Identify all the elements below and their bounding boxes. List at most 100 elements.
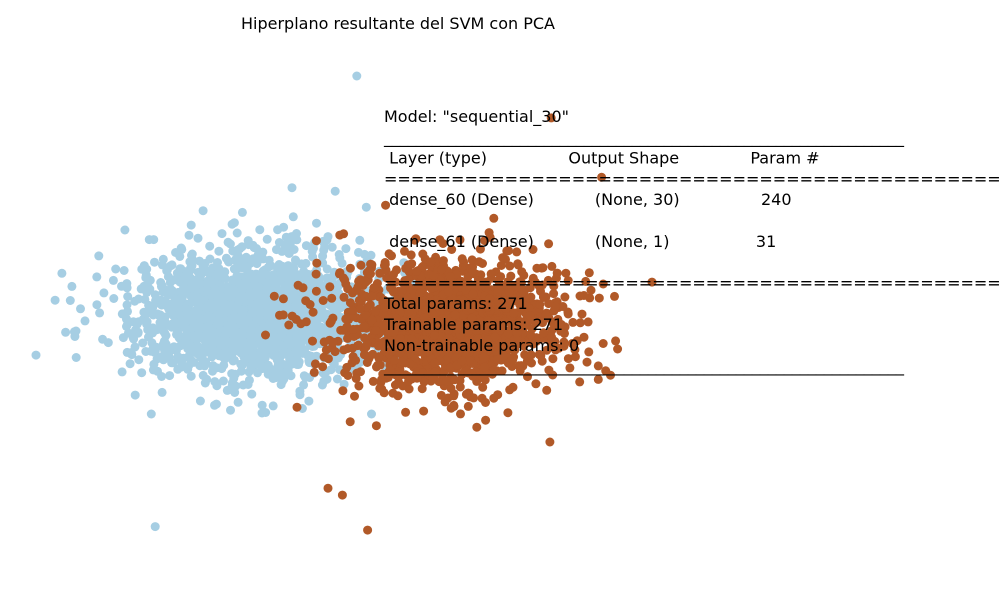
data-point [227, 319, 237, 329]
data-point [108, 275, 118, 285]
data-point [341, 244, 351, 254]
data-point [255, 225, 265, 235]
data-point [227, 369, 237, 379]
data-point [584, 347, 594, 357]
data-point [131, 325, 140, 335]
data-point [148, 328, 158, 338]
data-point [485, 232, 495, 242]
data-point [461, 285, 471, 295]
data-point [347, 306, 357, 315]
data-point [361, 202, 371, 212]
data-point [420, 318, 430, 328]
data-point [223, 237, 233, 247]
data-point [183, 312, 193, 322]
data-point [524, 303, 534, 313]
data-point [481, 342, 491, 352]
data-point [260, 323, 270, 332]
data-point [237, 242, 247, 252]
data-point [247, 308, 257, 318]
data-point [483, 316, 493, 326]
data-point [210, 289, 220, 299]
data-point [355, 304, 365, 314]
data-point [273, 225, 283, 235]
data-point [229, 355, 239, 365]
data-point [393, 391, 403, 401]
data-point [542, 385, 552, 395]
series-1 [261, 113, 657, 535]
data-point [205, 241, 215, 251]
data-point [180, 337, 190, 347]
data-point [367, 409, 376, 419]
data-point [339, 292, 349, 302]
data-point [397, 357, 407, 367]
data-point [214, 319, 224, 329]
data-point [203, 311, 213, 321]
data-point [544, 365, 554, 375]
data-point [351, 374, 361, 383]
data-point [418, 340, 428, 350]
data-point [277, 246, 287, 256]
data-point [548, 354, 558, 364]
data-point [547, 261, 557, 271]
data-point [330, 186, 340, 196]
data-point [428, 309, 438, 319]
data-point [348, 324, 358, 334]
data-point [568, 317, 578, 327]
data-point [186, 371, 196, 381]
data-point [480, 362, 490, 372]
data-point [323, 483, 333, 493]
data-point [467, 313, 477, 323]
data-point [385, 365, 395, 375]
data-point [310, 359, 320, 369]
data-point [374, 352, 384, 362]
data-point [546, 113, 556, 123]
data-point [283, 273, 293, 283]
data-point [215, 336, 224, 346]
data-point [503, 328, 513, 338]
data-point [176, 243, 186, 253]
data-point [389, 355, 399, 365]
data-point [373, 341, 383, 351]
data-point [487, 369, 497, 379]
data-point [299, 266, 309, 276]
data-point [601, 366, 611, 376]
data-point [550, 301, 560, 311]
data-point [57, 268, 67, 278]
data-point [469, 393, 479, 403]
data-point [647, 277, 657, 287]
data-point [92, 272, 102, 282]
data-point [503, 408, 513, 418]
data-point [355, 235, 365, 245]
data-point [508, 382, 518, 392]
data-point [468, 289, 478, 299]
data-point [214, 267, 224, 277]
data-point [119, 266, 129, 275]
data-point [195, 396, 205, 406]
data-point [345, 263, 355, 273]
data-point [186, 265, 196, 275]
data-point [438, 239, 448, 248]
data-point [326, 316, 336, 326]
data-point [156, 352, 166, 362]
data-point [153, 366, 162, 376]
data-point [360, 249, 370, 259]
data-point [493, 276, 503, 286]
data-point [395, 334, 405, 343]
data-point [266, 303, 276, 313]
data-point [65, 296, 75, 305]
data-point [461, 389, 471, 399]
data-point [559, 337, 569, 347]
data-point [373, 360, 382, 370]
data-point [182, 285, 191, 295]
data-point [549, 281, 559, 291]
data-point [468, 371, 478, 381]
data-point [345, 298, 355, 308]
data-point [268, 401, 278, 411]
data-point [436, 390, 446, 400]
data-point [229, 218, 239, 228]
data-point [450, 310, 460, 320]
data-point [240, 278, 250, 288]
data-point [94, 251, 104, 261]
data-point [575, 377, 585, 387]
data-point [482, 302, 492, 312]
